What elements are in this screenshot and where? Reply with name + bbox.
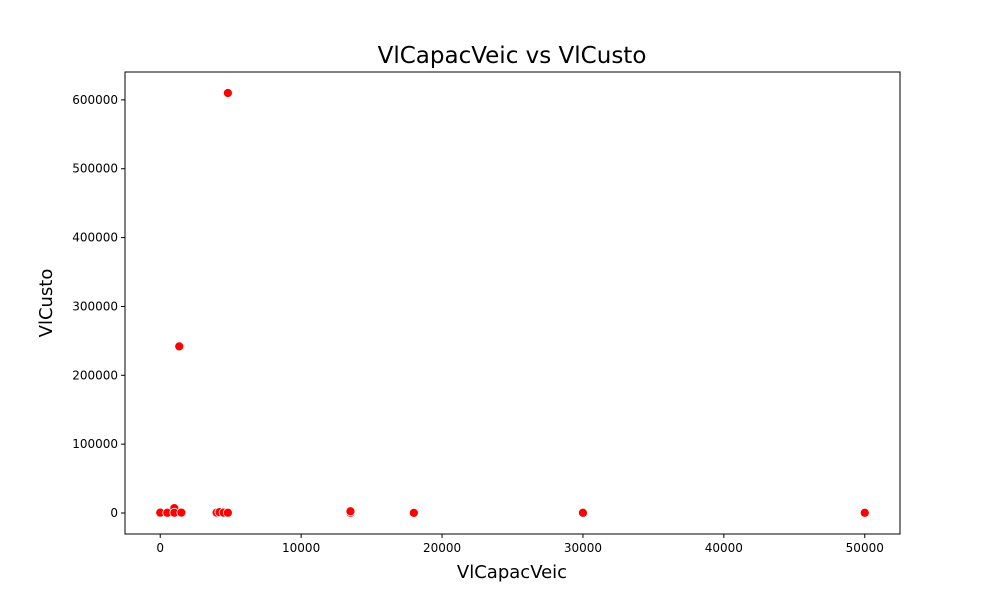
y-tick-label: 0 — [110, 506, 118, 520]
plot-frame — [124, 71, 901, 535]
x-tick-label: 0 — [156, 541, 164, 555]
x-tick-label: 20000 — [423, 541, 461, 555]
data-points — [155, 88, 870, 518]
y-axis-label: VlCusto — [36, 269, 57, 338]
y-tick-label: 500000 — [72, 162, 118, 176]
data-point — [222, 507, 233, 518]
x-axis: 0 10000 20000 30000 40000 50000 — [156, 534, 884, 555]
data-point — [176, 507, 187, 518]
y-tick-label: 300000 — [72, 299, 118, 313]
data-point — [222, 88, 233, 98]
y-tick-label: 100000 — [72, 437, 118, 451]
x-tick-label: 30000 — [564, 541, 602, 555]
data-point — [859, 507, 870, 518]
y-tick-label: 600000 — [72, 93, 118, 107]
data-point — [578, 507, 588, 518]
x-tick-label: 50000 — [846, 541, 884, 555]
y-tick-label: 400000 — [72, 231, 118, 245]
chart-title: VlCapacVeic vs VlCusto — [378, 43, 647, 69]
x-tick-label: 10000 — [282, 541, 320, 555]
x-tick-label: 40000 — [705, 541, 743, 555]
y-tick-label: 200000 — [72, 368, 118, 382]
y-axis: 0 100000 200000 300000 400000 500000 600000 — [72, 93, 125, 520]
data-point — [174, 341, 185, 352]
data-point — [408, 507, 419, 518]
data-point — [345, 506, 356, 517]
x-axis-label: VlCapacVeic — [457, 562, 567, 583]
